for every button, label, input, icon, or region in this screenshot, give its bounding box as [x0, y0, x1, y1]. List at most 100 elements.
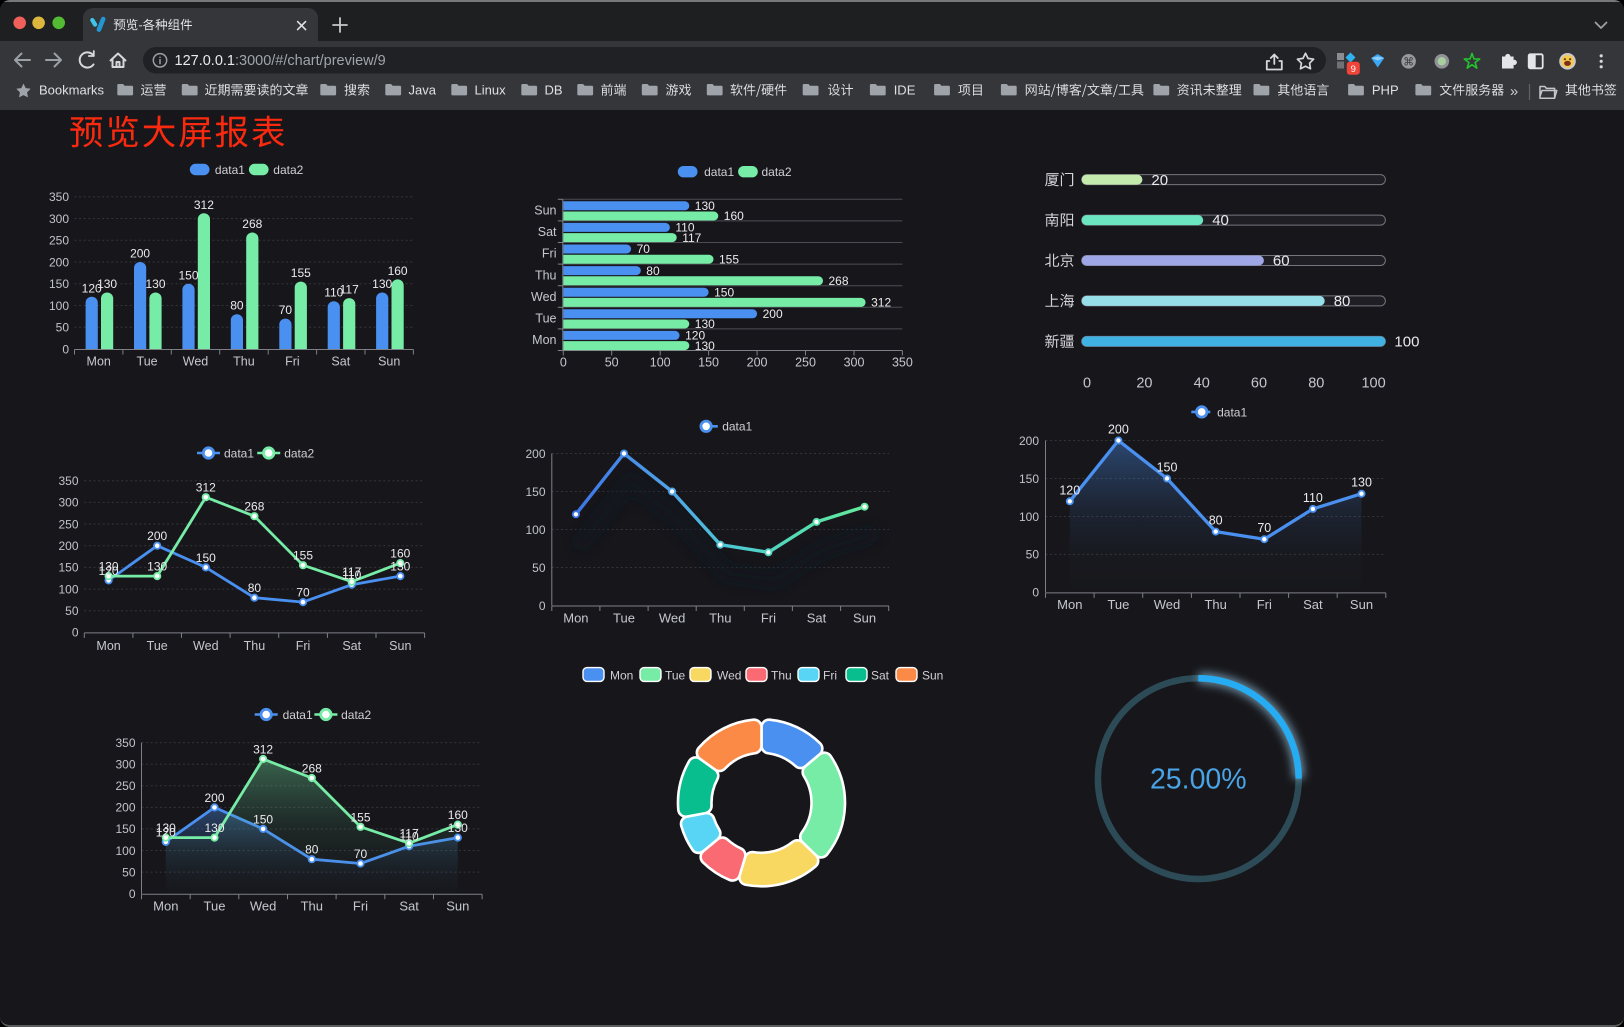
svg-text:150: 150: [115, 822, 135, 836]
svg-text:130: 130: [695, 339, 715, 353]
svg-text:50: 50: [65, 604, 79, 618]
svg-text:150: 150: [1157, 461, 1178, 475]
svg-text:110: 110: [675, 221, 694, 235]
svg-text:300: 300: [49, 212, 69, 226]
svg-text:Wed: Wed: [193, 639, 219, 653]
svg-text:80: 80: [646, 264, 660, 278]
svg-text:150: 150: [196, 551, 216, 565]
svg-text:312: 312: [253, 743, 273, 757]
svg-text:250: 250: [795, 355, 816, 369]
svg-text:120: 120: [82, 281, 102, 295]
svg-text:50: 50: [122, 865, 136, 879]
svg-text:130: 130: [147, 560, 167, 574]
svg-text:150: 150: [698, 355, 719, 369]
svg-text:80: 80: [1209, 514, 1223, 528]
svg-text:150: 150: [714, 285, 734, 299]
svg-text:Fri: Fri: [285, 354, 300, 368]
svg-text:data1: data1: [722, 420, 752, 434]
svg-text:200: 200: [49, 255, 69, 269]
svg-text:150: 150: [525, 485, 545, 499]
svg-text:250: 250: [115, 779, 135, 793]
svg-text:100: 100: [1361, 376, 1385, 392]
svg-text:117: 117: [400, 827, 419, 841]
svg-text:Tue: Tue: [665, 669, 686, 683]
svg-text:150: 150: [58, 561, 78, 575]
svg-text:Java: Java: [409, 83, 437, 98]
svg-text:130: 130: [695, 317, 715, 331]
svg-text:300: 300: [58, 496, 78, 510]
svg-text:110: 110: [324, 286, 343, 300]
svg-text:312: 312: [196, 481, 216, 495]
svg-text:127.0.0.1:3000/#/chart/preview: 127.0.0.1:3000/#/chart/preview/9: [175, 53, 386, 69]
svg-text:Sat: Sat: [1303, 597, 1323, 612]
svg-text:120: 120: [99, 564, 119, 578]
svg-text:150: 150: [49, 277, 69, 291]
svg-text:150: 150: [253, 812, 273, 826]
svg-text:Mon: Mon: [96, 639, 120, 653]
svg-text:Thu: Thu: [709, 610, 731, 625]
svg-text:268: 268: [242, 217, 262, 231]
svg-text:110: 110: [400, 830, 419, 844]
svg-text:40: 40: [1212, 212, 1229, 229]
svg-text:Wed: Wed: [717, 669, 741, 683]
svg-text:200: 200: [763, 307, 783, 321]
svg-text:160: 160: [390, 547, 410, 561]
svg-text:120: 120: [685, 329, 705, 343]
svg-text:Fri: Fri: [296, 639, 311, 653]
svg-text:110: 110: [342, 568, 361, 582]
svg-text:120: 120: [156, 825, 176, 839]
svg-text:155: 155: [293, 549, 313, 563]
svg-text:Sun: Sun: [378, 354, 400, 368]
svg-text:80: 80: [248, 581, 262, 595]
svg-text:350: 350: [892, 355, 913, 369]
svg-text:0: 0: [72, 626, 79, 640]
svg-text:Sun: Sun: [389, 639, 411, 653]
svg-text:200: 200: [1019, 434, 1039, 448]
svg-text:110: 110: [1303, 491, 1323, 505]
svg-text:data1: data1: [283, 708, 313, 722]
svg-text:Thu: Thu: [301, 899, 323, 914]
svg-text:20: 20: [1151, 172, 1168, 189]
svg-text:data1: data1: [1217, 405, 1247, 419]
svg-text:160: 160: [724, 209, 744, 223]
svg-text:155: 155: [350, 810, 370, 824]
svg-text:150: 150: [178, 268, 198, 282]
svg-text:data2: data2: [273, 163, 303, 177]
svg-text:200: 200: [130, 247, 150, 261]
svg-text:data1: data1: [224, 446, 254, 460]
svg-text:100: 100: [1019, 510, 1039, 524]
svg-text:350: 350: [58, 474, 78, 488]
svg-text:300: 300: [844, 355, 865, 369]
svg-text:130: 130: [390, 560, 410, 574]
svg-text:⌘: ⌘: [1403, 56, 1414, 68]
svg-text:40: 40: [1194, 376, 1210, 392]
svg-text:Mon: Mon: [153, 899, 178, 914]
svg-text:Wed: Wed: [183, 354, 209, 368]
svg-text:PHP: PHP: [1372, 83, 1399, 98]
svg-text:80: 80: [230, 299, 244, 313]
svg-text:160: 160: [388, 264, 408, 278]
svg-text:0: 0: [62, 342, 69, 356]
svg-text:60: 60: [1251, 376, 1267, 392]
svg-text:312: 312: [871, 296, 891, 310]
svg-text:data2: data2: [762, 165, 792, 179]
svg-text:Thu: Thu: [1204, 597, 1226, 612]
svg-text:Tue: Tue: [204, 899, 226, 914]
svg-text:100: 100: [1394, 334, 1419, 351]
svg-text:50: 50: [56, 321, 70, 335]
svg-text:100: 100: [525, 523, 545, 537]
svg-text:268: 268: [244, 500, 264, 514]
svg-text:70: 70: [279, 303, 293, 317]
svg-text:0: 0: [560, 355, 567, 369]
svg-text:200: 200: [1108, 423, 1129, 437]
svg-text:0: 0: [129, 887, 136, 901]
svg-text:117: 117: [342, 565, 361, 579]
svg-text:130: 130: [156, 821, 176, 835]
svg-text:60: 60: [1273, 253, 1290, 270]
svg-text:70: 70: [1257, 521, 1271, 535]
svg-text:Tue: Tue: [613, 610, 635, 625]
svg-text:70: 70: [296, 586, 310, 600]
svg-text:Sat: Sat: [331, 354, 350, 368]
svg-text:Fri: Fri: [1257, 597, 1272, 612]
svg-text:IDE: IDE: [894, 83, 916, 98]
